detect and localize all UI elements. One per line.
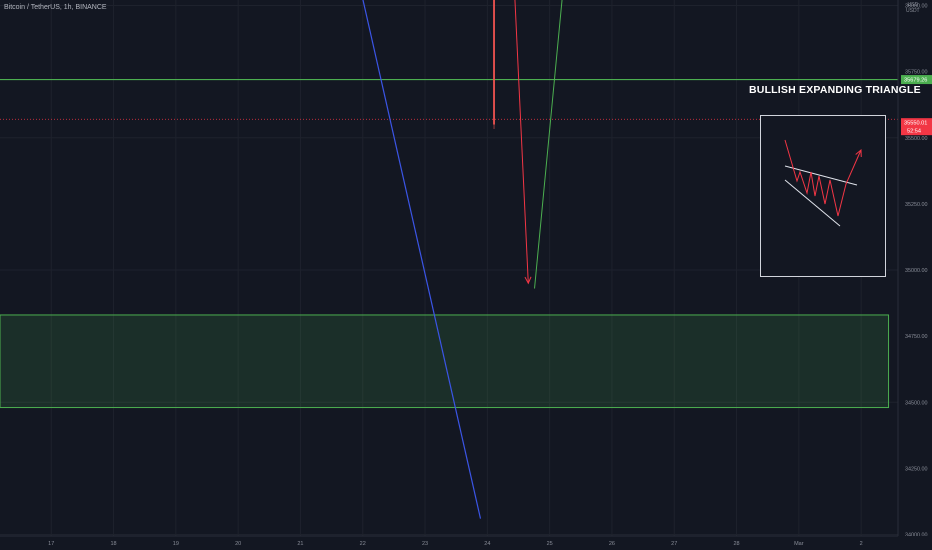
support-price-badge [901, 75, 932, 85]
time-tick-label: 17 [48, 541, 54, 547]
time-tick-label: 27 [671, 541, 677, 547]
support-price-badge-text: 35679.26 [904, 78, 927, 84]
trendline-lower [362, 0, 482, 519]
time-tick-label: 18 [110, 541, 116, 547]
inset-price-path [784, 139, 862, 217]
price-zones [0, 314, 890, 409]
inset-trendline [784, 179, 841, 227]
time-tick-label: 19 [173, 541, 179, 547]
symbol-title[interactable]: Bitcoin / TetherUS, 1h, BINANCE [4, 4, 107, 11]
horizontal-levels [0, 78, 898, 120]
price-tick-label: 34000.00 [905, 533, 927, 539]
price-tick-label: 36000.00 [905, 4, 927, 10]
price-tick-label: 34250.00 [905, 466, 927, 472]
axis-unit-bottom: USDT [906, 8, 920, 14]
projection-red [514, 0, 529, 284]
candle-bear [493, 0, 495, 125]
time-axis-bg [0, 536, 932, 550]
price-tick-label: 34750.00 [905, 334, 927, 340]
last-price-badge-text: 35550.01 [904, 121, 927, 127]
price-axis-bg [898, 0, 932, 550]
projection-green [534, 0, 563, 289]
arrow-head [524, 276, 532, 285]
axis-unit-label: USD USDT [906, 2, 920, 14]
axis-unit-top: USD [907, 2, 919, 8]
pattern-inset [760, 115, 886, 277]
price-tick-label: 35000.00 [905, 268, 927, 274]
time-tick-label: 24 [484, 541, 490, 547]
time-tick-label: 20 [235, 541, 241, 547]
price-tick-label: 35750.00 [905, 70, 927, 76]
candlesticks [493, 0, 495, 129]
trendlines [362, 0, 482, 519]
time-tick-label: Mar [794, 541, 804, 547]
arrow-head [855, 148, 862, 158]
time-tick-label: 25 [547, 541, 553, 547]
pattern-title: BULLISH EXPANDING TRIANGLE [749, 84, 921, 96]
last-price-badge-countdown: 52:54 [907, 129, 921, 135]
price-tick-label: 34500.00 [905, 400, 927, 406]
time-tick-label: 28 [733, 541, 739, 547]
time-tick-label: 21 [297, 541, 303, 547]
projection-paths [514, 0, 563, 289]
price-tick-label: 35250.00 [905, 202, 927, 208]
time-tick-label: 22 [360, 541, 366, 547]
inset-trendline [784, 165, 858, 186]
time-tick-label: 23 [422, 541, 428, 547]
last-price-badge [901, 118, 932, 136]
time-tick-label: 26 [609, 541, 615, 547]
price-tick-label: 35500.00 [905, 136, 927, 142]
time-axis[interactable]: 17 18 19 20 21 22 23 24 25 26 27 28 Mar 2 [0, 535, 932, 550]
price-axis[interactable]: 34000.00 34250.00 34500.00 34750.00 35000.00… [897, 0, 932, 550]
time-tick-label: 2 [860, 541, 863, 547]
